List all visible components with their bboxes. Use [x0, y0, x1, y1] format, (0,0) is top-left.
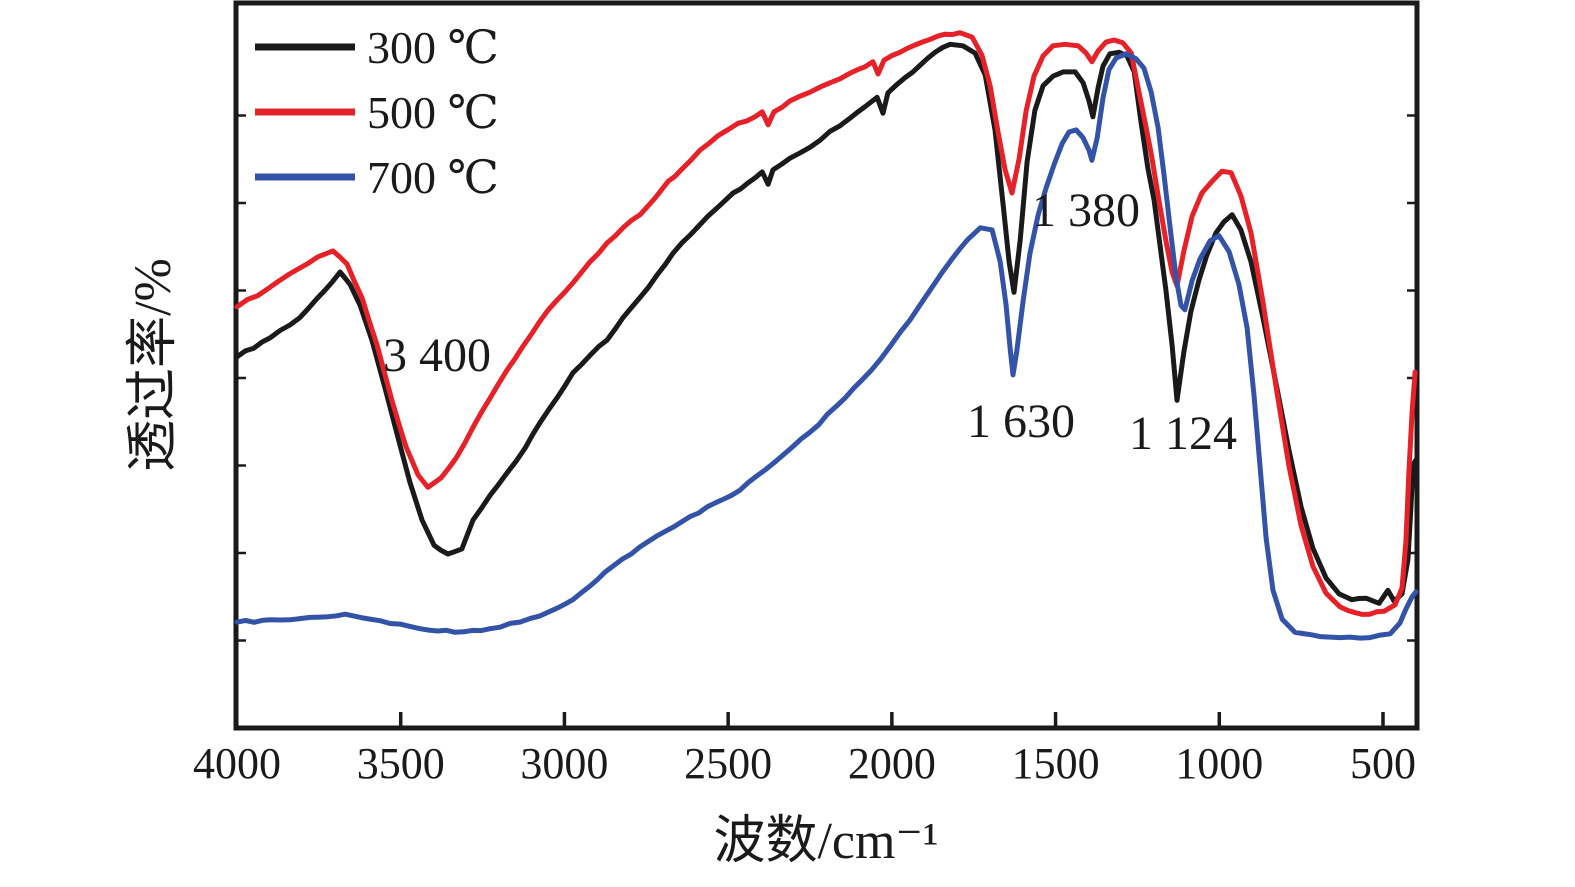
spectra-curves — [234, 30, 1419, 641]
axis-ticks — [236, 114, 1417, 728]
peak-label-1124: 1 124 — [1129, 407, 1237, 460]
plot-border — [233, 0, 1420, 731]
x-tick-label: 2500 — [684, 739, 772, 788]
peak-label-3400: 3 400 — [383, 329, 491, 382]
x-tick-label: 3000 — [520, 739, 608, 788]
legend-label-300℃: 300 ℃ — [367, 22, 499, 73]
x-tick-label: 3500 — [357, 739, 445, 788]
y-axis-title: 透过率/% — [125, 258, 182, 472]
legend-label-700℃: 700 ℃ — [367, 152, 499, 203]
chart-legend: 300 ℃ 500 ℃ 700 ℃ — [255, 22, 499, 203]
x-tick-label: 2000 — [848, 739, 936, 788]
x-tick-label: 500 — [1350, 739, 1416, 788]
x-axis-title: 波数/cm⁻¹ — [713, 813, 938, 870]
peak-label-1630: 1 630 — [967, 395, 1075, 448]
series-line-700℃ — [234, 51, 1419, 641]
legend-label-500℃: 500 ℃ — [367, 87, 499, 138]
series-line-300℃ — [234, 41, 1419, 606]
peak-annotations: 3 400 1 630 1 380 1 124 — [383, 184, 1237, 460]
x-tick-labels: 4000 3500 3000 2500 2000 1500 1000 500 — [193, 739, 1416, 788]
series-line-500℃ — [234, 30, 1418, 617]
x-tick-label: 1500 — [1012, 739, 1100, 788]
peak-label-1380: 1 380 — [1032, 184, 1140, 237]
x-tick-label: 4000 — [193, 739, 281, 788]
x-tick-label: 1000 — [1175, 739, 1263, 788]
